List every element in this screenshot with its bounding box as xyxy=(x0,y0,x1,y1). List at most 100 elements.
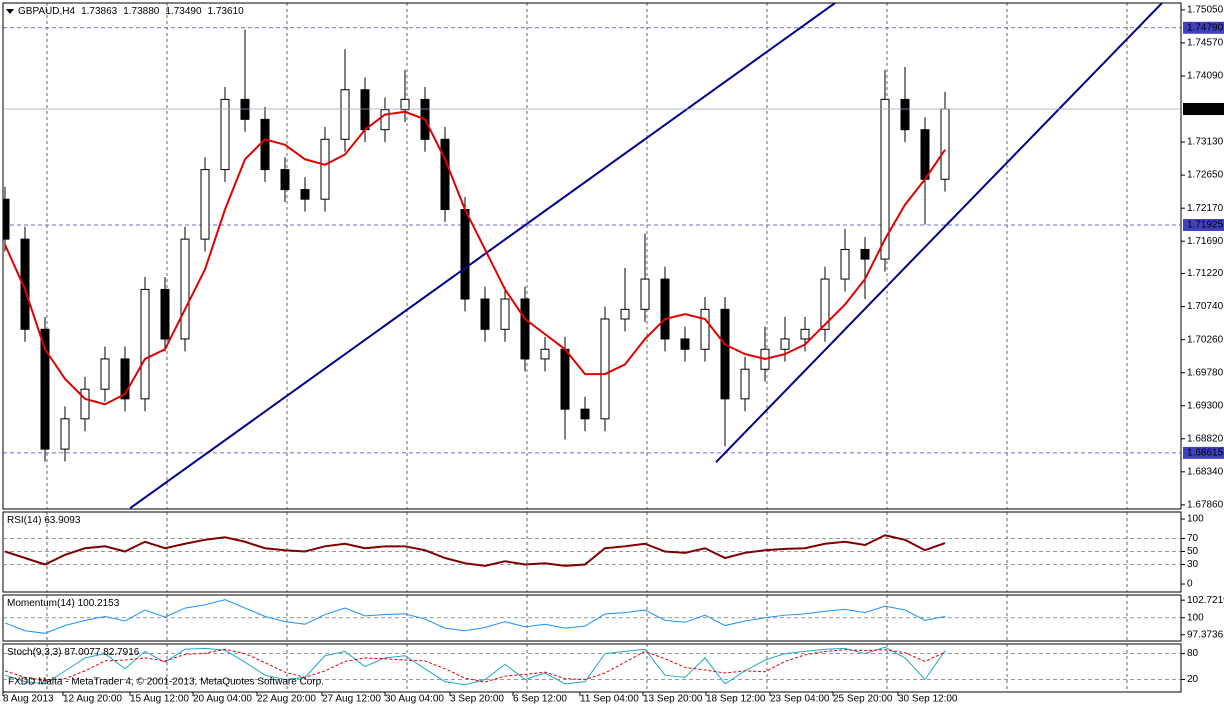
candle-body xyxy=(440,138,450,211)
candle-body xyxy=(940,108,950,180)
level-label: 1.74790 xyxy=(1187,22,1224,33)
title-marker xyxy=(6,9,14,14)
x-tick-label: 23 Sep 04:00 xyxy=(770,694,830,705)
y-tick-label: 0 xyxy=(1187,579,1193,590)
candle-body xyxy=(860,248,870,260)
panel xyxy=(2,643,1182,693)
plot-area xyxy=(3,512,1181,592)
series-line xyxy=(4,110,946,406)
panel-title-text: GBPAUD,H4 xyxy=(18,6,75,17)
candle-body xyxy=(480,298,490,330)
y-tick-label: 70 xyxy=(1187,533,1199,544)
level-label: 1.71925 xyxy=(1187,220,1224,231)
candle-body xyxy=(780,338,790,350)
y-tick-label: 1.74570 xyxy=(1187,38,1224,49)
series-line xyxy=(4,648,946,683)
last-price-label: 1.73610 xyxy=(1187,104,1224,115)
y-tick-label: 1.75050 xyxy=(1187,5,1224,16)
candle-body xyxy=(100,358,110,390)
candle-body xyxy=(340,89,350,140)
candle-body xyxy=(740,368,750,400)
y-tick-label: 97.3736 xyxy=(1187,629,1224,640)
candle-body xyxy=(620,308,630,320)
candle-body xyxy=(600,318,610,420)
trend-line xyxy=(129,3,836,509)
trend-line xyxy=(715,3,1163,463)
candle-body xyxy=(540,348,550,360)
x-tick-label: 30 Sep 12:00 xyxy=(898,694,958,705)
y-tick-label: 1.71690 xyxy=(1187,236,1224,247)
candle-body xyxy=(880,98,890,260)
panel-title: RSI(14) 63.9093 xyxy=(7,515,81,526)
candle-body xyxy=(660,278,670,340)
candle-body xyxy=(60,418,70,450)
x-tick-label: 20 Aug 04:00 xyxy=(193,694,252,705)
x-tick-label: 27 Aug 12:00 xyxy=(322,694,381,705)
level-label-box xyxy=(1183,21,1224,34)
y-tick-label: 1.68820 xyxy=(1187,433,1224,444)
candle-body xyxy=(40,328,50,450)
candle-body xyxy=(320,138,330,200)
x-tick-label: 18 Sep 12:00 xyxy=(706,694,766,705)
panel-frame xyxy=(2,643,1182,693)
candle-body xyxy=(580,408,590,420)
y-tick-label: 1.69780 xyxy=(1187,367,1224,378)
panel-title-text: Momentum(14) 100.2153 xyxy=(7,598,120,609)
panel-title-text: Stoch(9,3,3) 87.0077 82.7916 xyxy=(7,647,140,658)
y-tick-label: 1.74090 xyxy=(1187,71,1224,82)
candle-body xyxy=(80,388,90,420)
candle-body xyxy=(380,109,390,131)
y-tick-label: 1.71220 xyxy=(1187,268,1224,279)
series-line xyxy=(4,599,946,634)
y-tick-label: 1.68340 xyxy=(1187,466,1224,477)
y-tick-label: 80 xyxy=(1187,648,1199,659)
y-tick-label: 20 xyxy=(1187,674,1199,685)
panel-title: Momentum(14) 100.2153 xyxy=(7,598,120,609)
plot-area xyxy=(3,644,1181,692)
y-tick-label: 100 xyxy=(1187,612,1204,623)
candle-body xyxy=(180,238,190,340)
candle-body xyxy=(900,98,910,131)
x-tick-label: 8 Aug 2013 xyxy=(3,694,54,705)
panel-title: Stoch(9,3,3) 87.0077 82.7916 xyxy=(7,647,140,658)
y-tick-label: 1.72170 xyxy=(1187,203,1224,214)
candle-body xyxy=(640,278,650,310)
x-tick-label: 6 Sep 12:00 xyxy=(513,694,567,705)
candle-body xyxy=(720,308,730,400)
x-tick-label: 3 Sep 20:00 xyxy=(450,694,504,705)
plot-area xyxy=(3,3,1181,509)
x-tick-label: 25 Sep 20:00 xyxy=(833,694,893,705)
candle-body xyxy=(360,89,370,131)
candle-body xyxy=(460,209,470,300)
y-tick-label: 100 xyxy=(1187,514,1204,525)
plot-area xyxy=(3,595,1181,641)
series-line xyxy=(4,534,946,567)
x-tick-label: 30 Aug 04:00 xyxy=(385,694,444,705)
candle-body xyxy=(260,118,270,171)
x-tick-label: 22 Aug 20:00 xyxy=(257,694,316,705)
candle-body xyxy=(280,169,290,191)
panel xyxy=(2,2,1182,510)
x-tick-label: 13 Sep 20:00 xyxy=(643,694,703,705)
candle-body xyxy=(840,248,850,280)
y-tick-label: 1.72650 xyxy=(1187,170,1224,181)
panel-frame xyxy=(2,2,1182,510)
y-tick-label: 1.69300 xyxy=(1187,400,1224,411)
x-tick-label: 15 Aug 12:00 xyxy=(130,694,189,705)
y-tick-label: 102.7219 xyxy=(1187,595,1224,606)
y-tick-label: 1.70260 xyxy=(1187,334,1224,345)
candle-body xyxy=(800,328,810,340)
candle-body xyxy=(200,169,210,240)
last-price-box xyxy=(1183,103,1224,116)
panel-title-text: RSI(14) 63.9093 xyxy=(7,515,81,526)
header-value: 1.73880 xyxy=(123,6,160,17)
y-tick-label: 1.73130 xyxy=(1187,137,1224,148)
candle-body xyxy=(140,288,150,400)
candle-body xyxy=(3,198,10,240)
candle-body xyxy=(680,338,690,350)
level-label-box xyxy=(1183,219,1224,232)
footer: FXDD Malta - MetaTrader 4, © 2001-2013, … xyxy=(8,677,324,688)
candle-body xyxy=(820,278,830,330)
candle-body xyxy=(920,129,930,180)
